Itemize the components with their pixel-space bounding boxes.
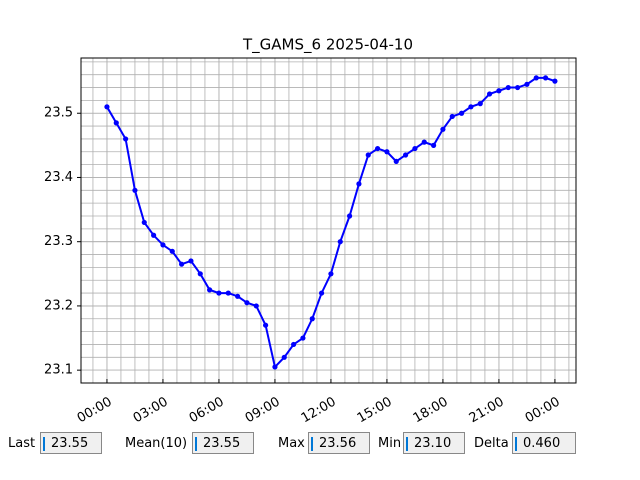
data-point xyxy=(197,271,203,277)
data-point xyxy=(552,78,558,84)
y-tick-label: 23.1 xyxy=(44,363,73,378)
data-point xyxy=(542,75,549,81)
x-tick-label: 09:00 xyxy=(243,395,283,427)
stat-value: 23.55 xyxy=(192,432,254,454)
data-point xyxy=(468,104,474,110)
data-point xyxy=(244,300,250,306)
data-point xyxy=(514,84,521,91)
x-tick-label: 00:00 xyxy=(75,395,115,427)
data-point xyxy=(113,120,119,126)
stat-value: 23.55 xyxy=(40,432,102,454)
data-point xyxy=(430,142,437,148)
y-tick-label: 23.5 xyxy=(44,106,73,121)
data-point xyxy=(141,219,147,226)
stat-label: Delta xyxy=(474,436,509,451)
data-point xyxy=(402,152,409,158)
stat-label: Last xyxy=(8,436,36,451)
chart-title: T_GAMS_6 2025-04-10 xyxy=(242,36,413,55)
data-point xyxy=(393,158,399,165)
x-tick-label: 03:00 xyxy=(131,395,171,427)
x-tick-label: 00:00 xyxy=(523,395,563,427)
data-point xyxy=(346,213,353,219)
stat-value: 23.10 xyxy=(403,432,465,454)
data-point xyxy=(328,271,334,277)
data-point xyxy=(533,75,539,81)
data-point xyxy=(188,258,194,264)
data-point xyxy=(123,136,129,142)
stat-label: Min xyxy=(378,436,402,451)
y-tick-label: 23.4 xyxy=(44,170,73,185)
data-point xyxy=(458,110,465,116)
data-point xyxy=(486,91,493,97)
data-point xyxy=(412,145,418,152)
y-tick-label: 23.3 xyxy=(44,234,73,249)
data-point xyxy=(477,101,483,107)
stat-value: 0.460 xyxy=(512,432,576,454)
data-point xyxy=(151,232,157,238)
stats-bar: Last 23.55 Mean(10) 23.55 Max 23.56 Min 23.10 De… xyxy=(0,432,640,458)
data-point xyxy=(374,145,381,152)
data-point xyxy=(207,287,213,293)
chart: T_GAMS_6 2025-04-10 23.1 23.2 23.3 23.4 23.5… xyxy=(44,36,577,427)
x-tick-label: 06:00 xyxy=(187,395,227,427)
data-point xyxy=(524,81,530,87)
data-point xyxy=(225,290,231,296)
x-tick-label: 18:00 xyxy=(411,395,451,427)
data-point xyxy=(216,290,222,296)
data-point xyxy=(235,293,241,299)
x-tick-label: 12:00 xyxy=(299,395,339,427)
data-point xyxy=(356,181,362,187)
x-tick-label: 15:00 xyxy=(355,395,395,427)
data-point xyxy=(505,84,511,91)
data-point xyxy=(337,239,343,245)
data-point xyxy=(496,88,502,94)
data-point xyxy=(169,248,175,254)
data-point xyxy=(290,341,297,348)
data-point xyxy=(262,322,269,328)
data-point xyxy=(365,152,371,158)
x-tick-label: 21:00 xyxy=(467,395,507,427)
plot-frame xyxy=(80,57,577,384)
data-point xyxy=(253,303,259,309)
data-point xyxy=(440,126,446,132)
stat-label: Mean(10) xyxy=(125,436,188,451)
data-point xyxy=(179,261,185,267)
data-point xyxy=(104,104,110,110)
data-point xyxy=(309,316,315,322)
data-point xyxy=(160,242,166,248)
data-point xyxy=(421,139,427,145)
stat-label: Max xyxy=(278,436,305,451)
data-point xyxy=(318,290,325,296)
stat-value: 23.56 xyxy=(308,432,370,454)
data-point xyxy=(281,354,287,360)
data-point xyxy=(449,113,455,120)
y-tick-label: 23.2 xyxy=(44,298,73,313)
data-point xyxy=(300,335,306,341)
data-point xyxy=(384,149,390,155)
data-point xyxy=(132,187,138,193)
data-point xyxy=(272,364,278,370)
